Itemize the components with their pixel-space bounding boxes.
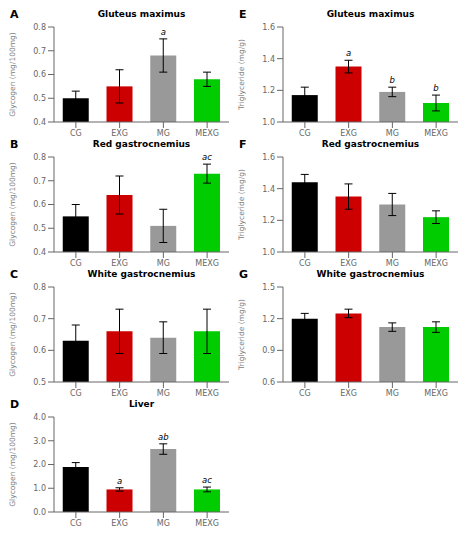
svg-text:2.0: 2.0 — [33, 460, 46, 469]
svg-text:1.5: 1.5 — [262, 283, 275, 292]
svg-text:0.6: 0.6 — [33, 70, 46, 79]
svg-text:EXG: EXG — [340, 129, 357, 138]
html-text:Gluteus maximus: Gluteus maximus — [97, 9, 186, 19]
svg-text:MG: MG — [386, 389, 399, 398]
svg-text:MG: MG — [157, 259, 170, 268]
svg-text:Glycogen (mg/100mg): Glycogen (mg/100mg) — [8, 292, 17, 376]
svg-text:Glycogen (mg/100mg): Glycogen (mg/100mg) — [8, 32, 17, 116]
svg-text:1.2: 1.2 — [262, 86, 275, 95]
html-text:D: D — [10, 398, 20, 411]
svg-text:CG: CG — [70, 389, 82, 398]
svg-text:0.0: 0.0 — [33, 508, 46, 517]
svg-text:EXG: EXG — [340, 259, 357, 268]
svg-text:0.6: 0.6 — [33, 346, 46, 355]
svg-text:CG: CG — [70, 519, 82, 528]
svg-text:Glycogen (mg/100mg): Glycogen (mg/100mg) — [8, 422, 17, 506]
svg-text:b: b — [433, 83, 438, 93]
svg-text:1.0: 1.0 — [33, 484, 46, 493]
svg-text:1.6: 1.6 — [262, 153, 275, 162]
svg-text:MEXG: MEXG — [424, 259, 448, 268]
html-text:White gastrocnemius: White gastrocnemius — [87, 269, 196, 279]
svg-text:0.7: 0.7 — [33, 177, 46, 186]
html-text:G: G — [239, 268, 248, 281]
svg-text:EXG: EXG — [111, 129, 128, 138]
html-text:Gluteus maximus: Gluteus maximus — [326, 9, 415, 19]
svg-text:0.8: 0.8 — [33, 153, 46, 162]
svg-text:EXG: EXG — [111, 389, 128, 398]
svg-text:0.5: 0.5 — [33, 94, 46, 103]
svg-text:1.4: 1.4 — [262, 55, 275, 64]
svg-text:0.4: 0.4 — [33, 118, 46, 127]
svg-text:0.7: 0.7 — [33, 47, 46, 56]
svg-text:1.0: 1.0 — [262, 248, 275, 257]
svg-text:EXG: EXG — [111, 259, 128, 268]
svg-text:EXG: EXG — [111, 519, 128, 528]
svg-text:a: a — [346, 48, 351, 58]
svg-text:Triglyceride (mg/g): Triglyceride (mg/g) — [237, 169, 246, 241]
svg-text:Triglyceride (mg/g): Triglyceride (mg/g) — [237, 299, 246, 371]
html-text:Liver: Liver — [128, 399, 155, 409]
svg-text:1.6: 1.6 — [262, 23, 275, 32]
svg-text:EXG: EXG — [340, 389, 357, 398]
svg-text:CG: CG — [70, 129, 82, 138]
html-text:C: C — [10, 268, 19, 281]
svg-text:MEXG: MEXG — [195, 259, 219, 268]
svg-text:MG: MG — [386, 259, 399, 268]
svg-text:ab: ab — [158, 432, 169, 442]
svg-text:1.2: 1.2 — [262, 216, 275, 225]
html-text:White gastrocnemius: White gastrocnemius — [316, 269, 425, 279]
svg-text:1.2: 1.2 — [262, 315, 275, 324]
html-text:E: E — [239, 8, 247, 21]
svg-text:ac: ac — [202, 475, 212, 485]
svg-text:0.8: 0.8 — [33, 23, 46, 32]
svg-text:0.7: 0.7 — [33, 315, 46, 324]
html-text:Red gastrocnemius: Red gastrocnemius — [321, 139, 420, 149]
svg-text:1.4: 1.4 — [262, 185, 275, 194]
svg-text:MEXG: MEXG — [195, 389, 219, 398]
svg-text:Triglyceride (mg/g): Triglyceride (mg/g) — [237, 39, 246, 111]
svg-text:CG: CG — [299, 129, 311, 138]
svg-text:0.6: 0.6 — [33, 200, 46, 209]
svg-text:Glycogen (mg/100mg): Glycogen (mg/100mg) — [8, 162, 17, 246]
svg-text:ac: ac — [202, 152, 212, 162]
svg-text:1.0: 1.0 — [262, 118, 275, 127]
svg-text:a: a — [117, 476, 122, 486]
svg-text:MEXG: MEXG — [424, 389, 448, 398]
svg-text:MEXG: MEXG — [195, 129, 219, 138]
svg-text:0.5: 0.5 — [33, 224, 46, 233]
svg-text:4.0: 4.0 — [33, 413, 46, 422]
svg-text:0.5: 0.5 — [33, 378, 46, 387]
svg-text:3.0: 3.0 — [33, 437, 46, 446]
html-text:F: F — [239, 138, 247, 151]
html-text:B: B — [10, 138, 19, 151]
svg-text:CG: CG — [299, 389, 311, 398]
svg-text:MG: MG — [157, 519, 170, 528]
svg-text:CG: CG — [299, 259, 311, 268]
svg-text:MG: MG — [157, 129, 170, 138]
svg-text:0.9: 0.9 — [262, 346, 275, 355]
svg-text:CG: CG — [70, 259, 82, 268]
svg-text:MEXG: MEXG — [424, 129, 448, 138]
html-text:Red gastrocnemius: Red gastrocnemius — [92, 139, 191, 149]
svg-text:MEXG: MEXG — [195, 519, 219, 528]
svg-text:0.4: 0.4 — [33, 248, 46, 257]
html-text:A: A — [10, 8, 19, 21]
svg-text:MG: MG — [157, 389, 170, 398]
svg-text:MG: MG — [386, 129, 399, 138]
svg-text:0.6: 0.6 — [262, 378, 275, 387]
svg-text:b: b — [390, 75, 395, 85]
svg-text:a: a — [161, 27, 166, 37]
svg-text:0.8: 0.8 — [33, 283, 46, 292]
